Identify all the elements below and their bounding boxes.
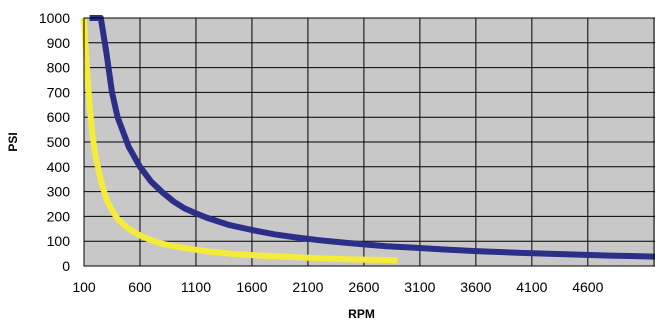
y-tick-label: 800 xyxy=(47,60,71,76)
y-tick-label: 700 xyxy=(47,84,71,100)
x-tick-label: 3100 xyxy=(404,279,435,295)
y-tick-label: 200 xyxy=(47,208,71,224)
y-tick-label: 300 xyxy=(47,184,71,200)
x-tick-label: 4600 xyxy=(572,279,603,295)
y-tick-label: 600 xyxy=(47,109,71,125)
y-tick-labels: 0 100 200 300 400 500 600 700 800 900 1000 xyxy=(39,10,70,274)
plot-frame xyxy=(83,17,655,267)
y-tick-label: 900 xyxy=(47,35,71,51)
x-tick-label: 2100 xyxy=(292,279,323,295)
y-tick-label: 1000 xyxy=(39,10,70,26)
y-tick-label: 400 xyxy=(47,159,71,175)
series-line-2 xyxy=(81,17,398,264)
x-tick-label: 600 xyxy=(128,279,152,295)
x-tick-label: 3600 xyxy=(460,279,491,295)
series-layer xyxy=(81,15,655,264)
x-tick-label: 100 xyxy=(72,279,96,295)
x-tick-label: 1600 xyxy=(236,279,267,295)
y-tick-label: 0 xyxy=(62,258,70,274)
series-line-1 xyxy=(89,15,655,260)
x-tick-labels: 100 600 1100 1600 2100 2600 3100 3600 4100 4600 xyxy=(72,279,603,295)
x-tick-label: 4100 xyxy=(516,279,547,295)
y-tick-label: 100 xyxy=(47,233,71,249)
y-tick-label: 500 xyxy=(47,134,71,150)
x-tick-label: 1100 xyxy=(181,279,211,295)
x-tick-label: 2600 xyxy=(348,279,379,295)
y-axis-title: PSI xyxy=(6,132,20,151)
x-axis-title: RPM xyxy=(348,307,375,321)
